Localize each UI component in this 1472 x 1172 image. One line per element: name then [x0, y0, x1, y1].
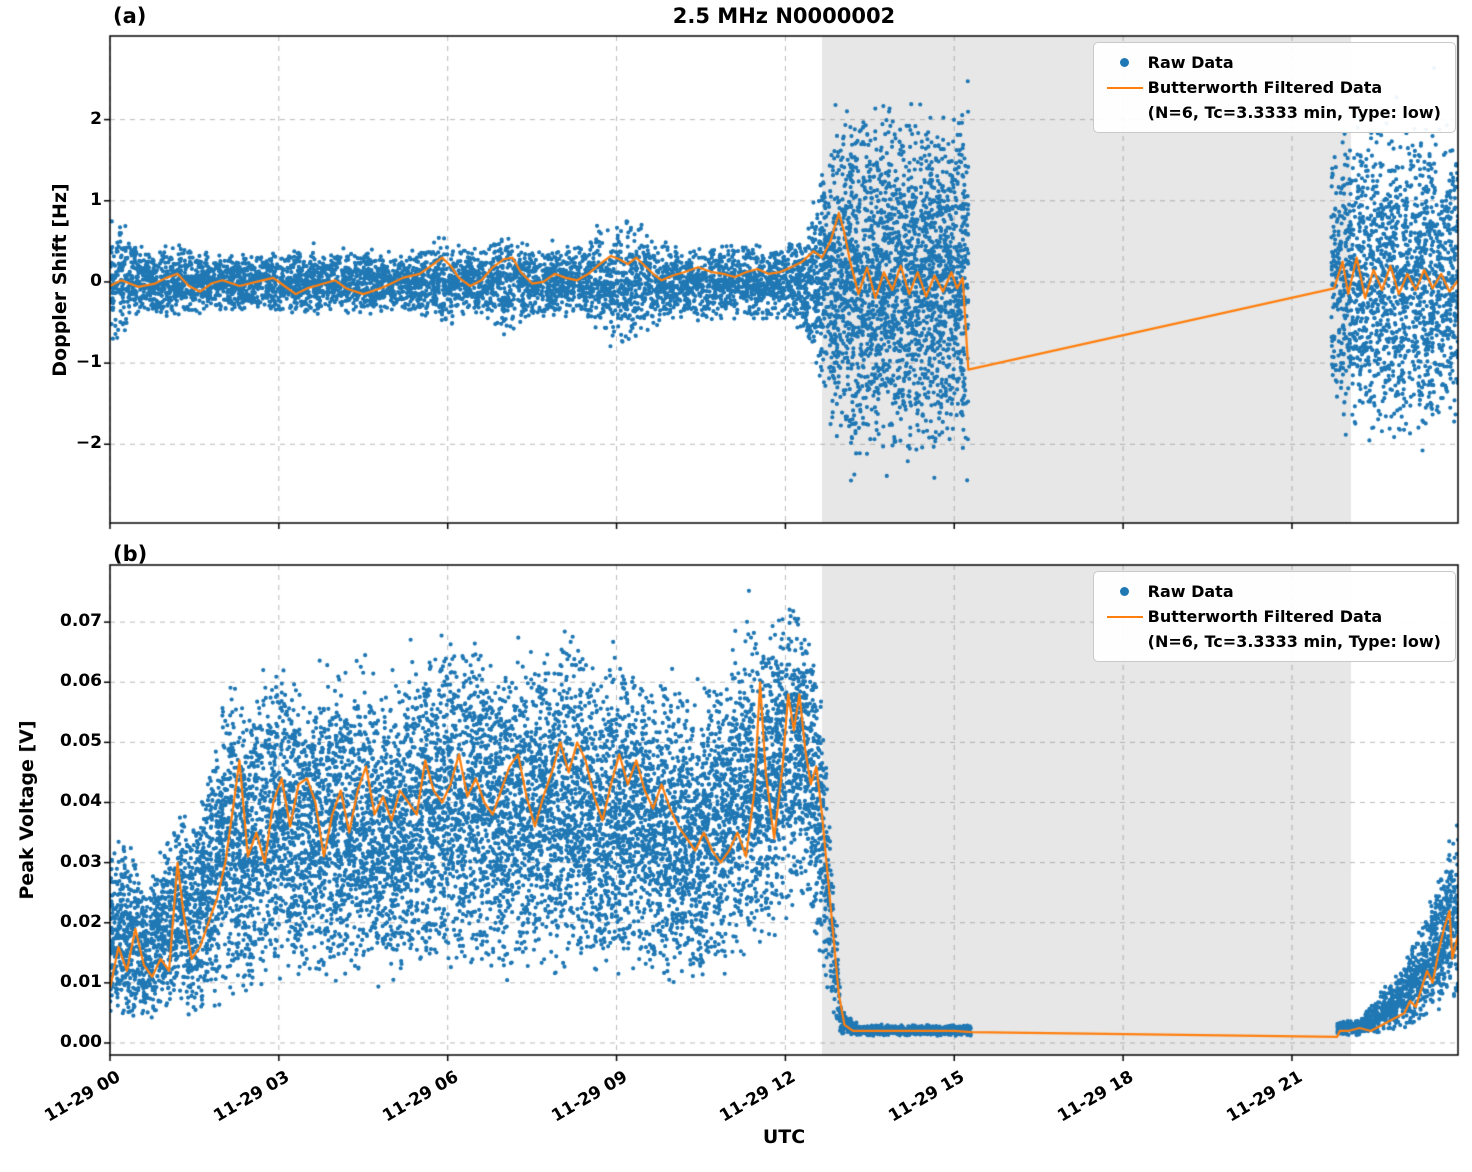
- legend-filtered-label: Butterworth Filtered Data: [1147, 78, 1383, 97]
- y-axis-label-doppler: Doppler Shift [Hz]: [49, 183, 71, 377]
- panel-b-label: (b): [113, 542, 148, 566]
- legend-panel-b: Raw Data Butterworth Filtered Data (N=6,…: [1092, 571, 1456, 662]
- legend-raw-row: Raw Data: [1102, 50, 1441, 75]
- legend-filtered-label: Butterworth Filtered Data: [1147, 607, 1383, 626]
- legend-raw-row: Raw Data: [1102, 579, 1441, 604]
- legend-panel-a: Raw Data Butterworth Filtered Data (N=6,…: [1092, 42, 1456, 133]
- legend-filtered-params: (N=6, Tc=3.3333 min, Type: low): [1147, 632, 1441, 651]
- legend-params-row: (N=6, Tc=3.3333 min, Type: low): [1102, 100, 1441, 125]
- x-axis-label: UTC: [762, 1126, 806, 1148]
- raw-data-marker-icon: [1102, 58, 1148, 67]
- legend-filtered-row: Butterworth Filtered Data: [1102, 75, 1441, 100]
- filtered-line-marker-icon: [1102, 86, 1148, 89]
- raw-data-marker-icon: [1102, 587, 1148, 596]
- y-axis-label-voltage: Peak Voltage [V]: [16, 720, 38, 900]
- panel-a-label: (a): [113, 4, 147, 28]
- legend-raw-label: Raw Data: [1147, 582, 1234, 601]
- chart-title: 2.5 MHz N0000002: [672, 4, 896, 28]
- filtered-line-marker-icon: [1102, 615, 1148, 618]
- legend-filtered-row: Butterworth Filtered Data: [1102, 604, 1441, 629]
- legend-raw-label: Raw Data: [1147, 53, 1234, 72]
- legend-params-row: (N=6, Tc=3.3333 min, Type: low): [1102, 629, 1441, 654]
- legend-filtered-params: (N=6, Tc=3.3333 min, Type: low): [1147, 103, 1441, 122]
